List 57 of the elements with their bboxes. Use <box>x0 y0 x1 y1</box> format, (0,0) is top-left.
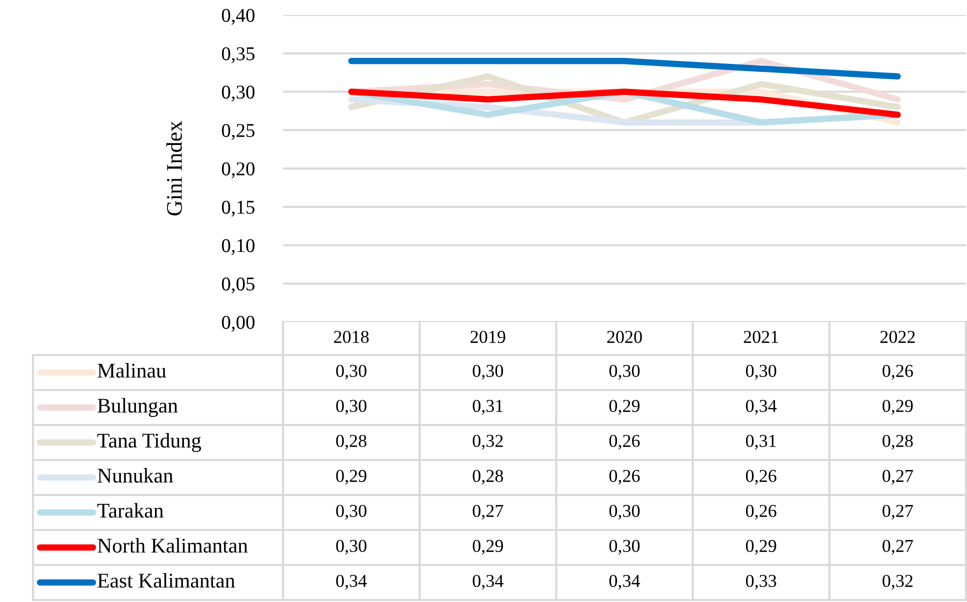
data-label: 0,28 <box>882 434 913 450</box>
data-label: 0,27 <box>882 540 913 555</box>
data-label: 0,34 <box>609 574 640 590</box>
legend-label: Tarakan <box>97 503 164 518</box>
data-label: 0,31 <box>472 400 503 415</box>
legend-label: Malinau <box>98 363 166 378</box>
data-label: 0,26 <box>609 434 640 450</box>
data-label: 0,30 <box>472 364 504 380</box>
x-tick-label: 2021 <box>744 330 778 344</box>
data-label: 0,29 <box>746 540 776 555</box>
data-label: 0,30 <box>609 364 640 380</box>
data-label: 0,30 <box>336 540 366 555</box>
data-label: 0,30 <box>336 400 366 415</box>
data-label: 0,26 <box>746 504 776 520</box>
data-label: 0,26 <box>746 470 776 485</box>
x-tick-label: 2022 <box>880 330 915 344</box>
y-tick-label: 0,10 <box>222 239 254 255</box>
y-tick-label: 0,40 <box>222 8 254 25</box>
legend-label: Nunukan <box>98 468 174 483</box>
data-label: 0,27 <box>882 470 913 485</box>
data-label: 0,27 <box>882 504 913 520</box>
data-label: 0,34 <box>472 574 504 590</box>
y-tick-label: 0,00 <box>222 316 254 332</box>
legend-label: Bulungan <box>98 398 178 417</box>
data-label: 0,34 <box>336 574 367 590</box>
legend-label: East Kalimantan <box>98 573 235 588</box>
y-tick-label: 0,05 <box>222 277 254 294</box>
data-label: 0,28 <box>472 470 504 485</box>
y-tick-label: 0,15 <box>222 200 254 217</box>
data-label: 0,33 <box>746 574 776 590</box>
legend-label: North Kalimantan <box>98 538 248 553</box>
data-label: 0,29 <box>609 400 640 415</box>
data-label: 0,30 <box>746 364 776 380</box>
data-label: 0,30 <box>609 540 640 555</box>
data-label: 0,27 <box>472 504 504 520</box>
y-tick-label: 0,20 <box>222 162 254 178</box>
data-label: 0,30 <box>609 504 640 520</box>
data-label: 0,29 <box>882 400 913 415</box>
data-label: 0,31 <box>746 434 776 450</box>
legend-label: Tana Tidung <box>97 433 202 452</box>
data-label: 0,26 <box>882 364 913 380</box>
y-axis-title: Gini Index <box>166 120 182 216</box>
x-tick-label: 2018 <box>334 330 369 344</box>
data-label: 0,32 <box>882 574 913 590</box>
data-label: 0,29 <box>472 540 503 555</box>
data-label: 0,26 <box>609 470 640 485</box>
x-tick-label: 2020 <box>607 330 642 344</box>
y-tick-label: 0,35 <box>222 47 254 64</box>
data-label: 0,28 <box>336 434 366 450</box>
data-label: 0,30 <box>336 504 366 520</box>
y-tick-label: 0,25 <box>222 124 254 140</box>
y-tick-label: 0,30 <box>222 86 254 102</box>
data-label: 0,32 <box>472 434 503 450</box>
data-label: 0,30 <box>336 364 366 380</box>
x-tick-label: 2019 <box>470 330 506 344</box>
data-label: 0,29 <box>336 470 366 485</box>
data-label: 0,34 <box>746 400 777 415</box>
